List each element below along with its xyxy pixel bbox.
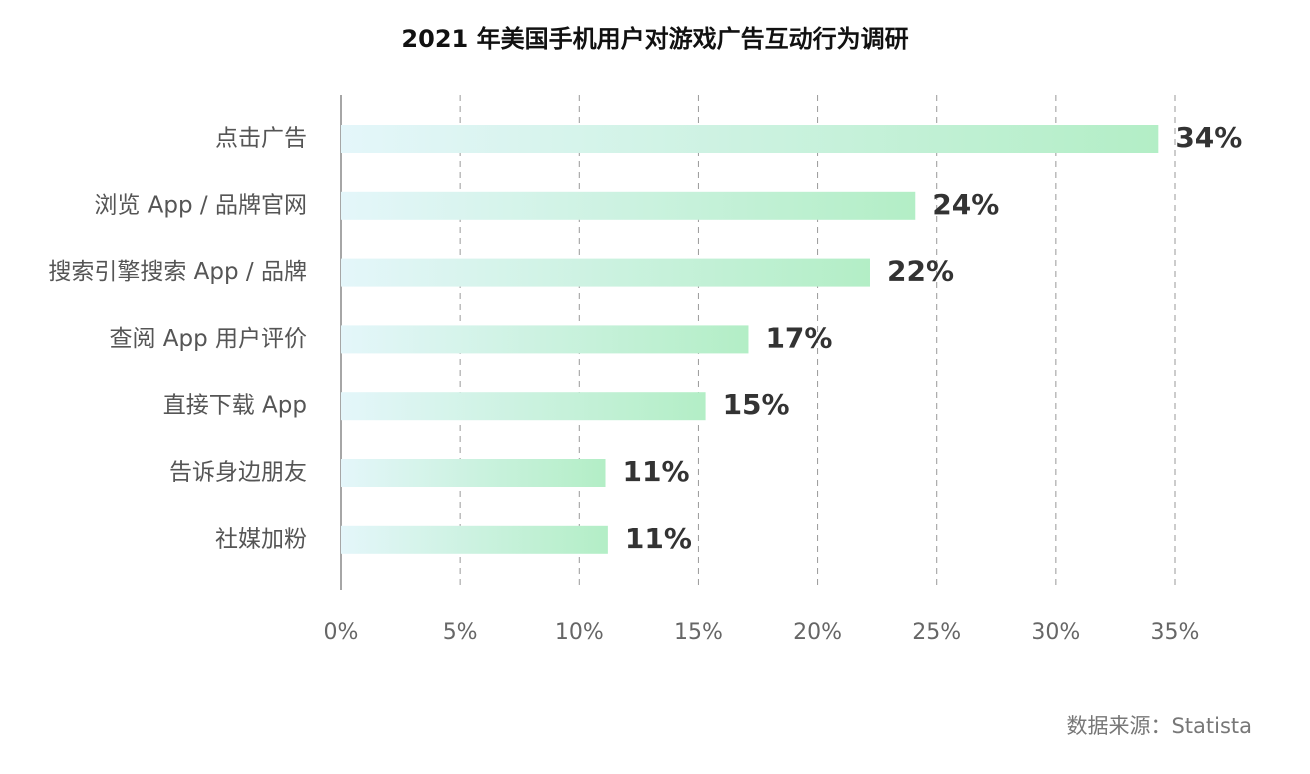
value-label: 34% bbox=[1175, 121, 1242, 154]
chart-title: 2021 年美国手机用户对游戏广告互动行为调研 bbox=[401, 25, 908, 53]
value-label: 22% bbox=[887, 255, 954, 288]
category-label: 告诉身边朋友 bbox=[169, 460, 307, 486]
category-label: 直接下载 App bbox=[163, 393, 307, 419]
bar bbox=[341, 125, 1159, 153]
value-label: 15% bbox=[723, 388, 790, 421]
x-tick-label: 20% bbox=[793, 620, 842, 645]
bar bbox=[341, 525, 608, 554]
value-label: 24% bbox=[932, 188, 999, 221]
bar bbox=[341, 392, 706, 421]
value-label: 11% bbox=[625, 522, 692, 555]
x-tick-label: 0% bbox=[324, 620, 359, 645]
category-label: 社媒加粉 bbox=[215, 526, 307, 552]
category-label: 浏览 App / 品牌官网 bbox=[94, 192, 307, 218]
value-label: 17% bbox=[765, 321, 832, 354]
x-tick-label: 5% bbox=[443, 620, 478, 645]
x-tick-label: 25% bbox=[912, 620, 961, 645]
x-tick-label: 30% bbox=[1031, 620, 1080, 645]
x-tick-label: 35% bbox=[1151, 620, 1200, 645]
bar bbox=[341, 325, 749, 354]
x-tick-label: 10% bbox=[555, 620, 604, 645]
bar bbox=[341, 191, 916, 220]
source-note: 数据来源：Statista bbox=[1066, 714, 1252, 738]
category-label: 查阅 App 用户评价 bbox=[109, 326, 307, 352]
bar bbox=[341, 258, 870, 287]
category-label: 点击广告 bbox=[215, 126, 307, 152]
value-label: 11% bbox=[622, 455, 689, 488]
bar bbox=[341, 459, 606, 487]
category-label: 搜索引擎搜索 App / 品牌 bbox=[48, 259, 307, 285]
x-tick-label: 15% bbox=[674, 620, 723, 645]
